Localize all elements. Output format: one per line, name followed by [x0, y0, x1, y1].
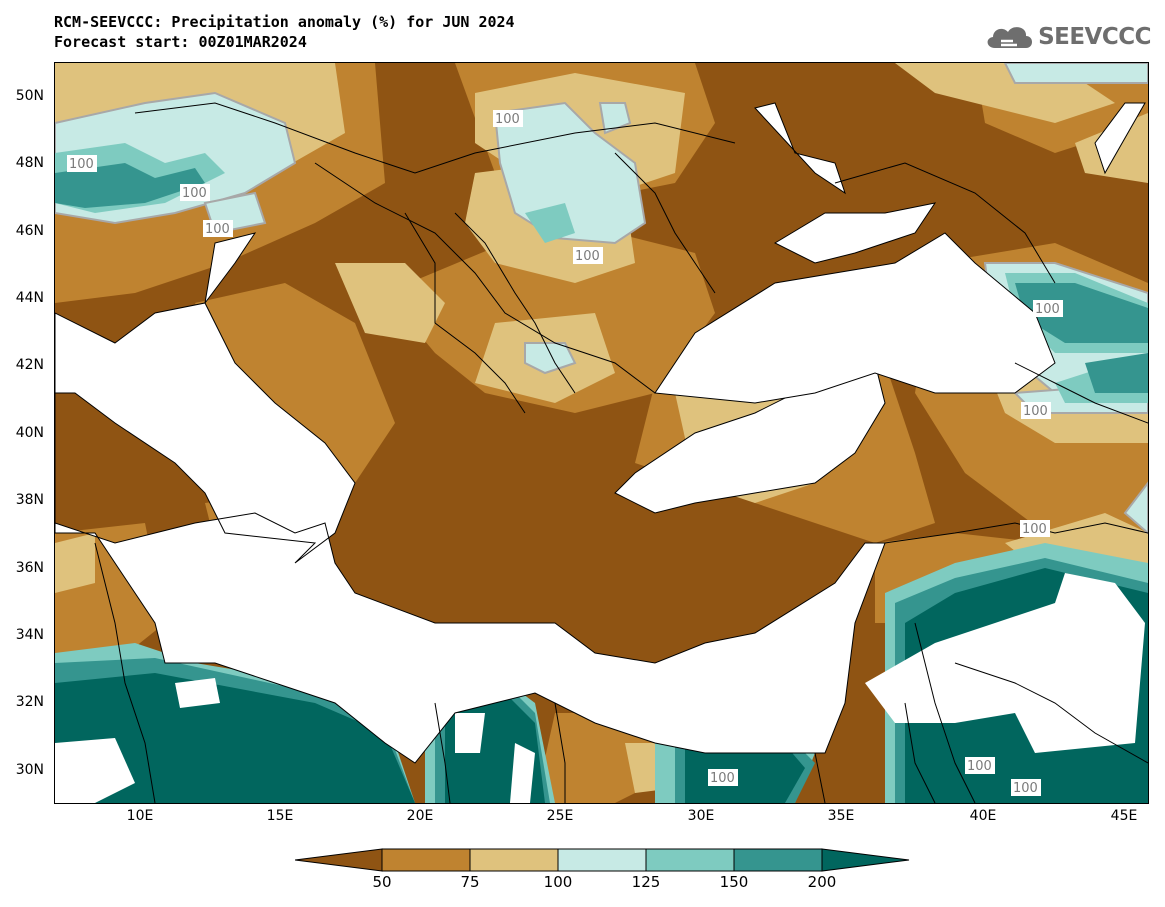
- colorbar-tick-label: 200: [807, 873, 837, 891]
- lat-label: 30N: [15, 762, 44, 778]
- contour-label: 100: [495, 112, 520, 127]
- contour-label: 100: [967, 759, 992, 774]
- lon-label: 40E: [969, 808, 997, 824]
- lat-label: 36N: [15, 560, 44, 576]
- seevccc-logo: SEEVCCC: [983, 22, 1151, 52]
- lon-label: 30E: [687, 808, 715, 824]
- colorbar-segment-75-100: [469, 848, 559, 872]
- sea-area: [55, 102, 1146, 764]
- country-borders: [94, 102, 1148, 803]
- lat-label: 46N: [15, 223, 44, 239]
- lon-label: 15E: [266, 808, 294, 824]
- contour-label: 100: [1022, 522, 1047, 537]
- lat-label: 38N: [15, 492, 44, 508]
- colorbar-segment-125-150: [645, 848, 735, 872]
- colorbar-segment-50-75: [381, 848, 471, 872]
- contour-label: 100: [1013, 781, 1038, 796]
- contour-label: 100: [205, 222, 230, 237]
- lon-label: 25E: [546, 808, 574, 824]
- lon-label: 10E: [126, 808, 154, 824]
- colorbar-tick-label: 125: [631, 873, 661, 891]
- lon-label: 35E: [827, 808, 855, 824]
- missing-data-cells: [55, 573, 1145, 803]
- colorbar-segment-150-200: [733, 848, 823, 872]
- lat-label: 32N: [15, 694, 44, 710]
- logo-text: SEEVCCC: [1038, 24, 1151, 50]
- colorbar-tick-label: 75: [460, 873, 480, 891]
- cloud-icon: [987, 27, 1033, 48]
- contour-label: 100: [710, 771, 735, 786]
- colorbar-tick-label: 150: [719, 873, 749, 891]
- contour-label: 100: [182, 186, 207, 201]
- colorbar-segment-100-125: [557, 848, 647, 872]
- lat-label: 42N: [15, 357, 44, 373]
- contour-label: 100: [1035, 302, 1060, 317]
- contour-label: 100: [69, 157, 94, 172]
- colorbar-tick-label: 50: [372, 873, 392, 891]
- precipitation-anomaly-map: 100 100 100 100 100 100 100 100 100 100 …: [54, 62, 1149, 804]
- colorbar-segment-above-200: [821, 848, 910, 872]
- lat-label: 48N: [15, 155, 44, 171]
- lon-label: 45E: [1110, 808, 1138, 824]
- contour-labels: 100 100 100 100 100 100 100 100 100 100 …: [67, 110, 1063, 796]
- colorbar-segment-below-50: [295, 848, 383, 872]
- lat-label: 34N: [15, 627, 44, 643]
- contour-label: 100: [575, 249, 600, 264]
- colorbar-tick-label: 100: [543, 873, 573, 891]
- lat-label: 50N: [15, 88, 44, 104]
- contour-label: 100: [1023, 404, 1048, 419]
- colorbar: [295, 848, 910, 872]
- lon-label: 20E: [406, 808, 434, 824]
- chart-title: RCM-SEEVCCC: Precipitation anomaly (%) f…: [54, 13, 515, 31]
- lat-label: 40N: [15, 425, 44, 441]
- lat-label: 44N: [15, 290, 44, 306]
- forecast-start-subtitle: Forecast start: 00Z01MAR2024: [54, 33, 307, 51]
